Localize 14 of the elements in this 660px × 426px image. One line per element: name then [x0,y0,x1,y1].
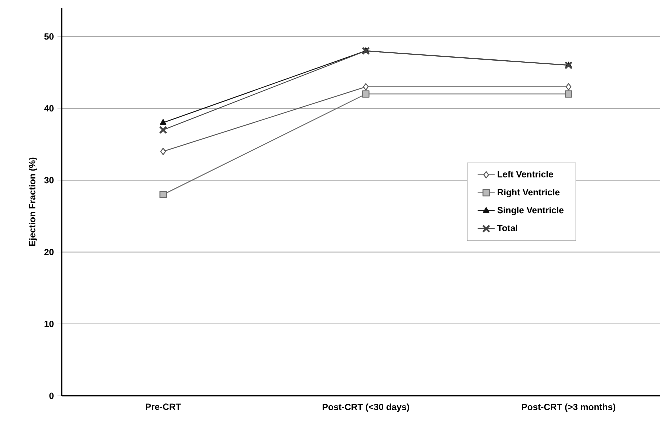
y-tick-label: 20 [44,249,54,256]
x-tick-label: Post-CRT (<30 days) [322,404,410,412]
y-axis-title: Ejection Fraction (%) [29,158,38,246]
legend-label: Right Ventricle [498,189,560,198]
y-tick-label: 30 [44,177,54,184]
y-tick-label: 0 [50,392,54,400]
y-tick-label: 10 [44,320,54,328]
legend-label: Total [497,224,518,232]
x-tick-label: Post-CRT (>3 months) [522,404,616,412]
legend-label: Single Ventricle [498,206,564,216]
x-tick-label: Pre-CRT [146,404,182,410]
y-tick-label: 50 [44,34,54,40]
legend-label: Left Ventricle [498,171,554,178]
y-tick-label: 40 [44,105,54,112]
